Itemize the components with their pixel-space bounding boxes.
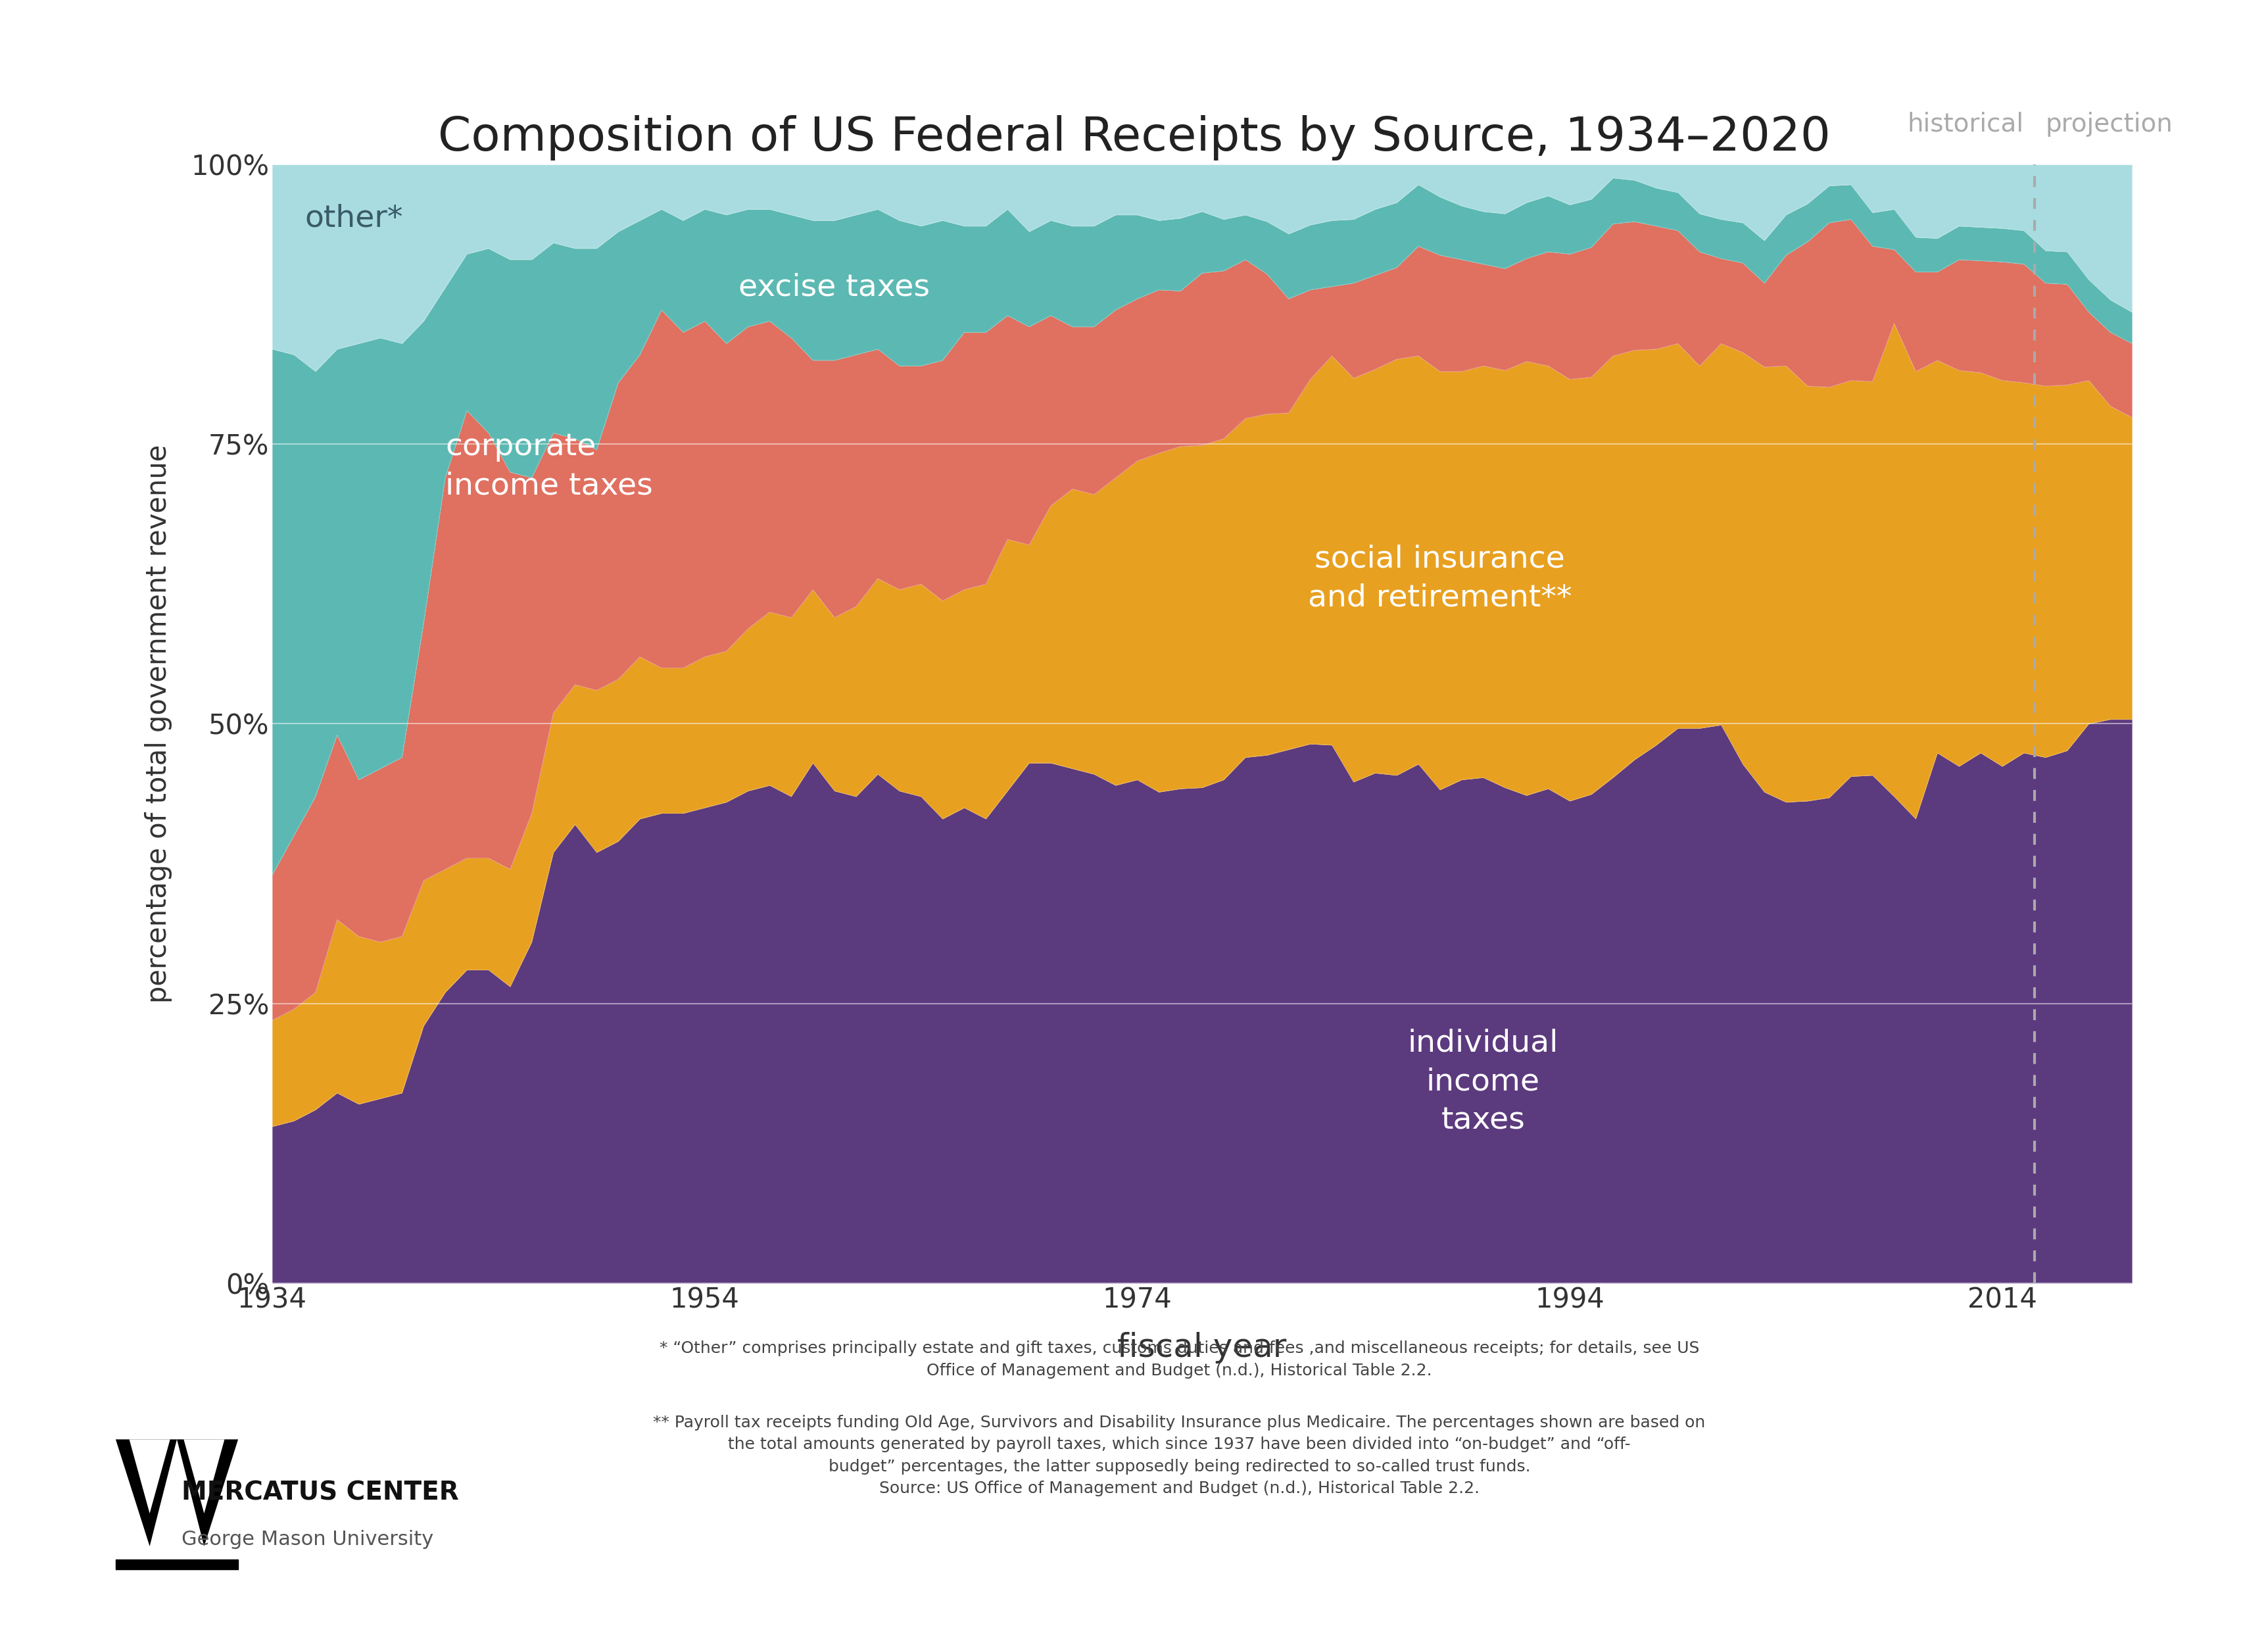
Text: Composition of US Federal Receipts by Source, 1934–2020: Composition of US Federal Receipts by So… xyxy=(438,115,1830,161)
Text: * “Other” comprises principally estate and gift taxes, customs duties and fees ,: * “Other” comprises principally estate a… xyxy=(660,1341,1699,1379)
Text: historical: historical xyxy=(1907,112,2023,137)
Text: corporate
income taxes: corporate income taxes xyxy=(445,433,653,500)
Text: other*: other* xyxy=(304,204,404,234)
X-axis label: fiscal year: fiscal year xyxy=(1118,1332,1286,1364)
Text: George Mason University: George Mason University xyxy=(181,1530,433,1550)
Text: projection: projection xyxy=(2046,112,2173,137)
Text: excise taxes: excise taxes xyxy=(739,273,930,303)
Text: MERCATUS CENTER: MERCATUS CENTER xyxy=(181,1480,458,1505)
Y-axis label: percentage of total government revenue: percentage of total government revenue xyxy=(145,444,172,1003)
Text: ** Payroll tax receipts funding Old Age, Survivors and Disability Insurance plus: ** Payroll tax receipts funding Old Age,… xyxy=(653,1415,1706,1497)
Text: individual
income
taxes: individual income taxes xyxy=(1408,1028,1558,1135)
Text: social insurance
and retirement**: social insurance and retirement** xyxy=(1309,544,1572,612)
